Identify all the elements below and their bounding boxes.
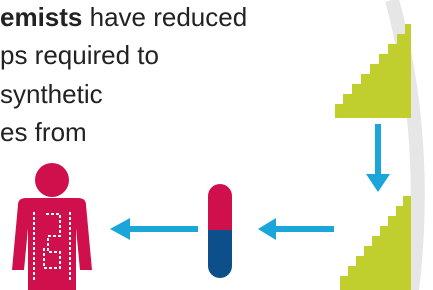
- text: synthetic: [0, 79, 103, 109]
- text: ps required to: [0, 40, 159, 70]
- text-line: emists have reduced: [0, 4, 247, 30]
- capsule-top: [208, 184, 232, 230]
- arrow-head: [258, 218, 276, 240]
- arrow-head: [110, 218, 130, 240]
- text: es from: [0, 117, 87, 147]
- person: [12, 163, 92, 290]
- text-line: ps required to: [0, 42, 159, 68]
- text-line: es from: [0, 119, 87, 145]
- arrow-head: [366, 174, 390, 192]
- capsule-bottom: [208, 230, 232, 278]
- page: emists have reduced ps required to synth…: [0, 0, 433, 290]
- staircase: [335, 24, 411, 118]
- text-bold: emists: [0, 2, 82, 32]
- text: have reduced: [82, 2, 247, 32]
- text-line: synthetic: [0, 81, 103, 107]
- staircase: [340, 196, 411, 290]
